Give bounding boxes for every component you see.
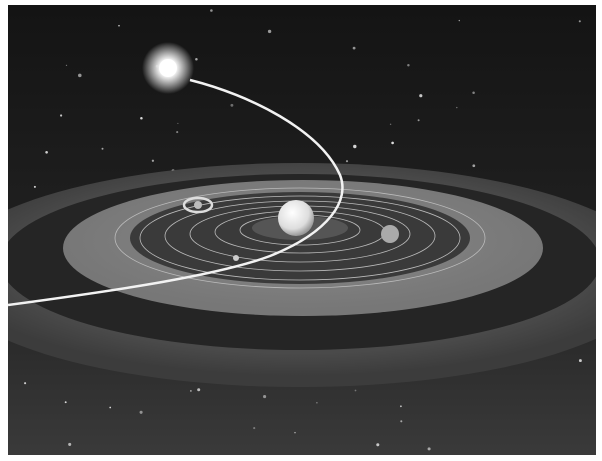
star xyxy=(267,29,272,34)
star xyxy=(60,114,63,117)
star xyxy=(190,390,192,392)
star xyxy=(176,131,179,134)
ringed-planet xyxy=(182,196,214,214)
planet xyxy=(381,225,399,243)
star xyxy=(417,119,420,122)
star xyxy=(230,103,234,107)
star xyxy=(294,431,296,434)
star xyxy=(316,401,318,404)
star xyxy=(210,9,213,12)
star xyxy=(407,63,410,67)
star xyxy=(456,106,458,109)
star xyxy=(578,359,582,363)
star xyxy=(352,46,356,50)
star xyxy=(391,141,394,145)
ringed-planet-body xyxy=(194,201,202,209)
orbit xyxy=(114,187,486,289)
star xyxy=(65,64,68,67)
central-sun xyxy=(278,200,314,236)
star xyxy=(195,58,198,61)
star xyxy=(68,442,72,446)
star xyxy=(472,164,476,168)
star xyxy=(353,144,357,149)
star xyxy=(33,185,36,188)
planet xyxy=(233,255,239,261)
star xyxy=(578,20,581,23)
scene xyxy=(8,5,596,455)
star xyxy=(45,150,48,154)
orbit xyxy=(139,195,461,281)
star xyxy=(427,447,431,451)
star xyxy=(140,117,143,120)
star xyxy=(419,94,423,98)
star xyxy=(139,410,143,414)
star xyxy=(78,73,82,78)
bright-star xyxy=(159,59,177,77)
star xyxy=(64,401,67,404)
comet-path xyxy=(8,78,344,307)
star xyxy=(400,420,403,423)
star xyxy=(472,91,475,94)
star xyxy=(109,406,112,409)
star xyxy=(177,122,179,124)
star xyxy=(400,405,402,408)
star xyxy=(263,395,267,399)
star xyxy=(24,382,27,385)
star xyxy=(151,159,155,162)
star xyxy=(253,427,256,430)
star xyxy=(197,388,201,392)
star xyxy=(118,24,120,27)
star xyxy=(101,147,104,150)
star xyxy=(345,160,349,163)
star xyxy=(389,123,392,126)
star xyxy=(354,389,357,392)
star xyxy=(376,443,380,447)
star xyxy=(458,19,460,22)
